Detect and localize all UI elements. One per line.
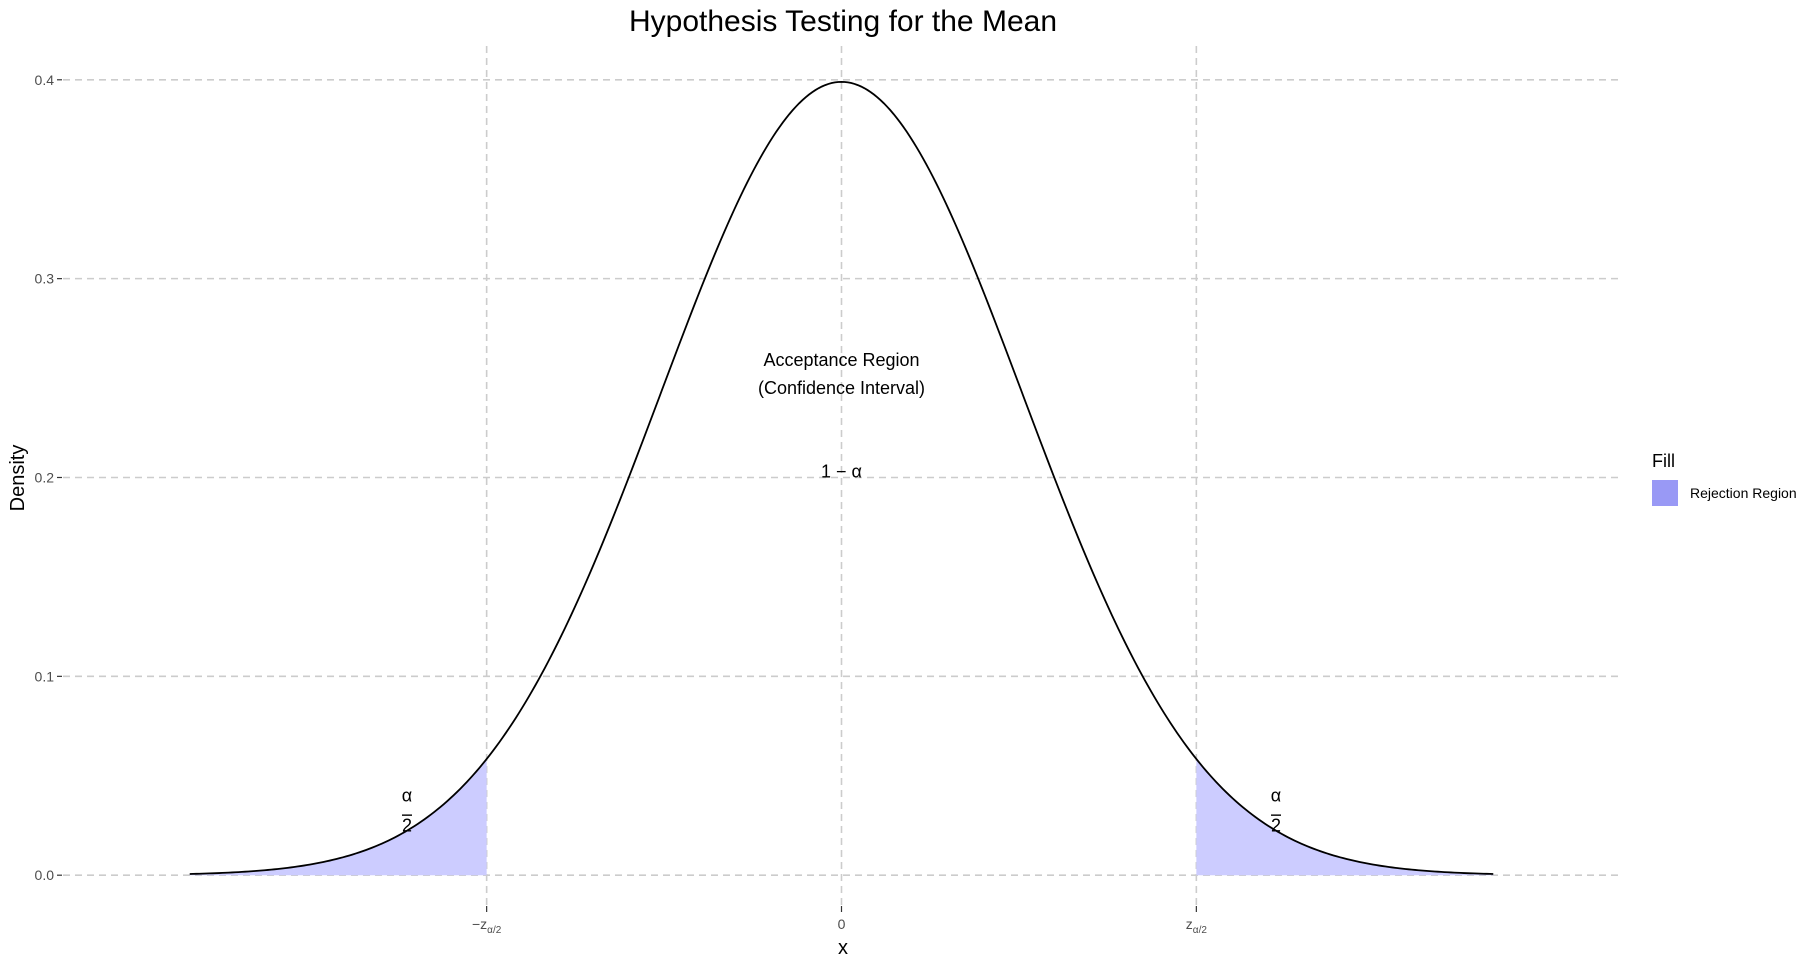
x-tick-label-0: −zα/2: [472, 916, 502, 936]
x-axis-ticks: −zα/2 0 zα/2: [472, 906, 1207, 936]
annotation-layer: Acceptance Region (Confidence Interval) 1 …: [402, 350, 1281, 835]
annotation-2: 1 − α: [821, 461, 862, 481]
x-tick-label-1: 0: [838, 916, 846, 932]
legend-swatch-rejection-region: [1652, 480, 1678, 506]
annotation-3: α: [402, 786, 412, 806]
rejection-region-right: [1196, 758, 1494, 876]
rejection-region-left: [189, 758, 487, 876]
grid-layer: [63, 46, 1620, 907]
curve-layer: [189, 80, 1494, 875]
y-tick-label-2: 0.2: [35, 469, 55, 485]
y-tick-label-1: 0.1: [35, 668, 55, 684]
annotation-0: Acceptance Region: [763, 350, 919, 370]
y-axis-ticks: 0.0 0.1 0.2 0.3 0.4: [35, 72, 62, 883]
legend-label-rejection-region: Rejection Region: [1690, 485, 1797, 501]
annotation-5: α: [1271, 786, 1281, 806]
x-axis-label: x: [838, 937, 848, 959]
annotation-4: 2: [402, 815, 412, 835]
y-tick-label-4: 0.4: [35, 72, 55, 88]
chart-title: Hypothesis Testing for the Mean: [629, 5, 1057, 38]
y-axis-label: Density: [7, 445, 29, 512]
y-tick-label-3: 0.3: [35, 271, 55, 287]
y-tick-label-0: 0.0: [35, 867, 55, 883]
legend: Fill Rejection Region: [1652, 451, 1797, 506]
density-curve: [189, 80, 1494, 875]
annotation-1: (Confidence Interval): [758, 378, 925, 398]
legend-title: Fill: [1652, 451, 1675, 471]
rejection-fill-layer: [189, 758, 1494, 876]
annotation-6: 2: [1271, 815, 1281, 835]
x-tick-label-2: zα/2: [1186, 916, 1208, 936]
